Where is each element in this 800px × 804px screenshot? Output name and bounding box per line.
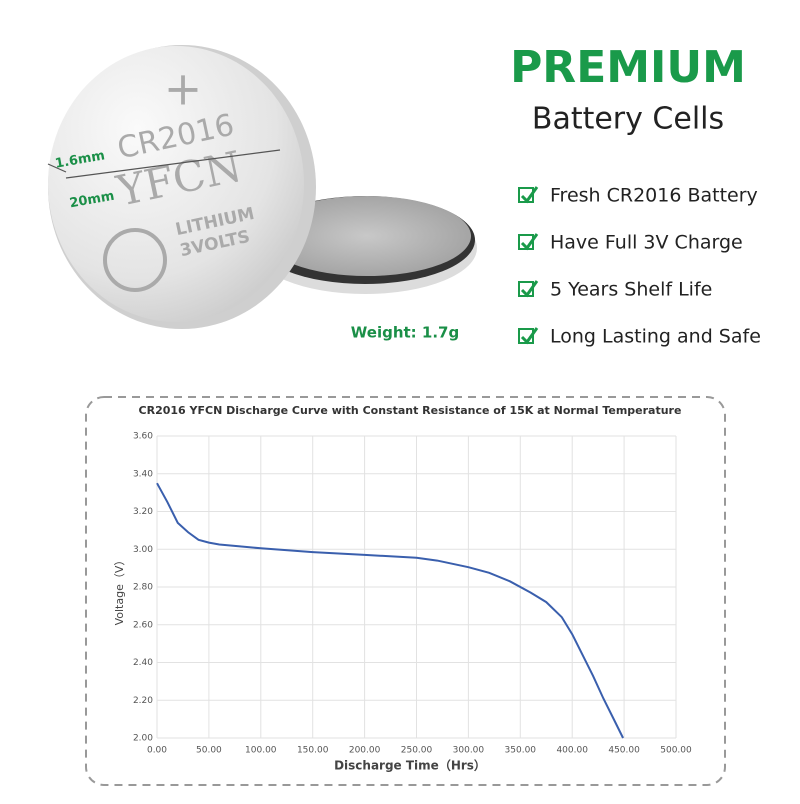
- thickness-line: [47, 163, 67, 173]
- feature-text: Long Lasting and Safe: [550, 326, 761, 348]
- recycle-icon: [103, 228, 167, 292]
- x-tick-label: 500.00: [660, 746, 692, 756]
- y-tick-label: 2.20: [133, 696, 153, 706]
- x-tick-label: 100.00: [245, 746, 277, 756]
- x-tick-label: 0.00: [147, 746, 167, 756]
- chart-title: CR2016 YFCN Discharge Curve with Constan…: [139, 404, 682, 417]
- x-tick-label: 400.00: [556, 746, 588, 756]
- x-tick-label: 450.00: [608, 746, 640, 756]
- y-tick-label: 3.60: [133, 432, 153, 442]
- check-mark: [520, 280, 539, 298]
- check-mark: [520, 327, 539, 345]
- feature-text: 5 Years Shelf Life: [550, 279, 712, 301]
- y-axis-label: Voltage（V）: [113, 555, 126, 626]
- battery-front: [48, 46, 304, 322]
- check-mark: [520, 233, 539, 251]
- x-tick-label: 200.00: [349, 746, 381, 756]
- discharge-line: [156, 482, 624, 739]
- y-tick-label: 2.40: [133, 658, 153, 668]
- battery-back: [263, 196, 471, 276]
- check-mark: [520, 186, 539, 204]
- x-tick-label: 250.00: [401, 746, 433, 756]
- weight-label: Weight: 1.7g: [351, 324, 459, 342]
- y-tick-label: 2.00: [133, 734, 153, 744]
- x-tick-label: 150.00: [297, 746, 329, 756]
- header-subtitle: Battery Cells: [532, 102, 724, 137]
- y-tick-label: 3.00: [133, 545, 153, 555]
- y-tick-label: 2.80: [133, 583, 153, 593]
- y-tick-label: 3.20: [133, 507, 153, 517]
- x-tick-label: 50.00: [196, 746, 222, 756]
- chart-frame: [85, 396, 726, 786]
- feature-text: Have Full 3V Charge: [550, 232, 743, 254]
- diameter-line: [65, 149, 281, 179]
- battery-plus: +: [164, 62, 203, 116]
- x-axis-label: Discharge Time（Hrs）: [334, 758, 486, 773]
- y-tick-label: 3.40: [133, 469, 153, 479]
- y-tick-label: 2.60: [133, 620, 153, 630]
- feature-text: Fresh CR2016 Battery: [550, 185, 758, 207]
- x-tick-label: 350.00: [505, 746, 537, 756]
- header-title: PREMIUM: [510, 42, 746, 93]
- x-tick-label: 300.00: [453, 746, 485, 756]
